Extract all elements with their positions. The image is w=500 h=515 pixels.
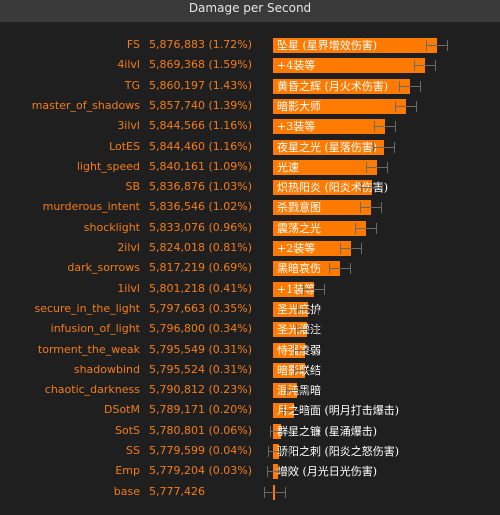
row-value: 5,795,524 (0.31%) — [149, 362, 269, 378]
row-label: light_speed — [0, 159, 140, 175]
row-label: murderous_intent — [0, 199, 140, 215]
bar-label: 骄阳之刺 (阳炎之怒伤害) — [277, 444, 399, 459]
bar-label: +4装等 — [277, 58, 315, 73]
row-label: 2ilvl — [0, 240, 140, 256]
row-label: TG — [0, 78, 140, 94]
row-value: 5,796,800 (0.34%) — [149, 321, 269, 337]
row-label: LotES — [0, 139, 140, 155]
row-value: 5,824,018 (0.81%) — [149, 240, 269, 256]
row-label: SS — [0, 443, 140, 459]
row-value: 5,860,197 (1.43%) — [149, 78, 269, 94]
row-label: secure_in_the_light — [0, 301, 140, 317]
error-bar — [267, 464, 289, 479]
row-label: DSotM — [0, 402, 140, 418]
row-value: 5,844,566 (1.16%) — [149, 118, 269, 134]
row-value: 5,777,426 — [149, 484, 269, 500]
row-value: 5,780,801 (0.06%) — [149, 423, 269, 439]
row-label: torment_the_weak — [0, 342, 140, 358]
error-bar — [399, 79, 421, 94]
error-bar — [297, 302, 319, 317]
error-bar — [283, 403, 305, 418]
chart-title: Damage per Second — [0, 0, 500, 22]
row-label: shocklight — [0, 220, 140, 236]
bar-label: 黑暗哀伤 — [277, 261, 321, 276]
row-label: chaotic_darkness — [0, 382, 140, 398]
row-value: 5,779,204 (0.03%) — [149, 463, 269, 479]
row-value: 5,876,883 (1.72%) — [149, 37, 269, 53]
error-bar — [294, 343, 316, 358]
error-bar — [426, 38, 448, 53]
error-bar — [268, 444, 290, 459]
row-value: 5,836,546 (1.02%) — [149, 199, 269, 215]
bar-label: 暗影大师 — [277, 99, 321, 114]
error-bar — [286, 383, 308, 398]
row-value: 5,869,368 (1.59%) — [149, 57, 269, 73]
row-label: Emp — [0, 463, 140, 479]
error-bar — [374, 119, 396, 134]
row-value: 5,817,219 (0.69%) — [149, 260, 269, 276]
error-bar — [270, 424, 292, 439]
row-value: 5,795,549 (0.31%) — [149, 342, 269, 358]
error-bar — [340, 241, 362, 256]
error-bar — [360, 200, 382, 215]
bar-label: 杀戮意图 — [277, 200, 321, 215]
row-value: 5,779,599 (0.04%) — [149, 443, 269, 459]
error-bar — [303, 282, 325, 297]
row-value: 5,836,876 (1.03%) — [149, 179, 269, 195]
row-label: 1ilvl — [0, 281, 140, 297]
error-bar — [414, 58, 436, 73]
error-bar — [264, 485, 286, 500]
row-label: base — [0, 484, 140, 500]
row-label: FS — [0, 37, 140, 53]
row-value: 5,801,218 (0.41%) — [149, 281, 269, 297]
bar-label: 群星之镰 (星涌爆击) — [277, 424, 377, 439]
error-bar — [366, 160, 388, 175]
error-bar — [355, 221, 377, 236]
row-label: master_of_shadows — [0, 98, 140, 114]
row-label: SotS — [0, 423, 140, 439]
row-value: 5,840,161 (1.09%) — [149, 159, 269, 175]
row-value: 5,833,076 (0.96%) — [149, 220, 269, 236]
row-label: infusion_of_light — [0, 321, 140, 337]
row-label: dark_sorrows — [0, 260, 140, 276]
bar-label: 增效 (月光日光伤害) — [277, 464, 377, 479]
row-value: 5,844,460 (1.16%) — [149, 139, 269, 155]
bar-label: 坠星 (星界增效伤害) — [277, 38, 377, 53]
row-value: 5,797,663 (0.35%) — [149, 301, 269, 317]
row-value: 5,789,171 (0.20%) — [149, 402, 269, 418]
row-label: SB — [0, 179, 140, 195]
error-bar — [361, 180, 383, 195]
bar-label: +3装等 — [277, 119, 315, 134]
error-bar — [296, 322, 318, 337]
row-value: 5,857,740 (1.39%) — [149, 98, 269, 114]
row-label: 4ilvl — [0, 57, 140, 73]
error-bar — [294, 363, 316, 378]
row-value: 5,790,812 (0.23%) — [149, 382, 269, 398]
row-label: 3ilvl — [0, 118, 140, 134]
bar-label: 黄昏之辉 (月火术伤害) — [277, 79, 388, 94]
bar-label: 震荡之光 — [277, 221, 321, 236]
bar-label: 光速 — [277, 160, 299, 175]
error-bar — [395, 99, 417, 114]
bar-label: 夜星之光 (星落伤害) — [277, 140, 377, 155]
error-bar — [373, 140, 395, 155]
row-label: shadowbind — [0, 362, 140, 378]
error-bar — [329, 261, 351, 276]
bar-label: +2装等 — [277, 241, 315, 256]
